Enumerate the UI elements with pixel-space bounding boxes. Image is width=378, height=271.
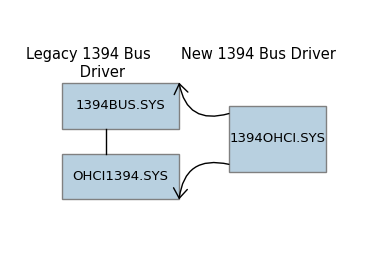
FancyArrowPatch shape	[174, 163, 229, 198]
FancyBboxPatch shape	[62, 83, 179, 128]
Text: 1394OHCI.SYS: 1394OHCI.SYS	[229, 133, 325, 146]
Text: New 1394 Bus Driver: New 1394 Bus Driver	[181, 47, 336, 62]
Text: 1394BUS.SYS: 1394BUS.SYS	[76, 99, 165, 112]
FancyBboxPatch shape	[229, 105, 325, 172]
FancyBboxPatch shape	[62, 154, 179, 199]
FancyArrowPatch shape	[174, 84, 229, 116]
Text: Legacy 1394 Bus
      Driver: Legacy 1394 Bus Driver	[26, 47, 151, 79]
Text: OHCI1394.SYS: OHCI1394.SYS	[73, 170, 169, 183]
